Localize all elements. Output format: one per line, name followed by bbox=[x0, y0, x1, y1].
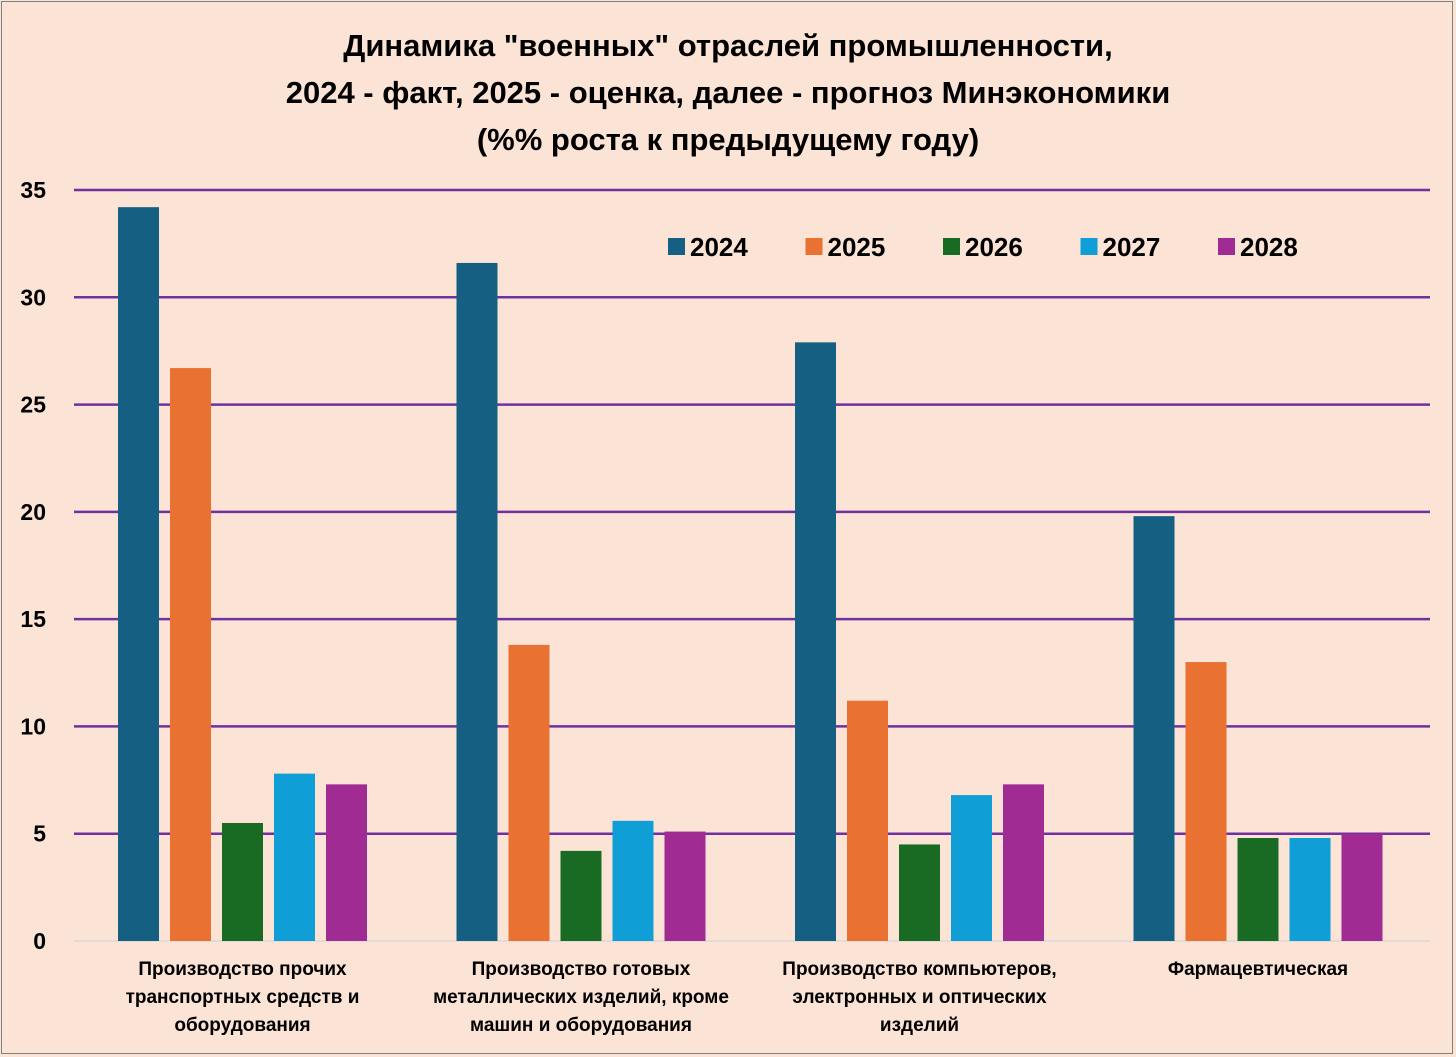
bar-2028-cat-3 bbox=[1003, 784, 1044, 941]
y-tick-label: 30 bbox=[20, 284, 46, 310]
bar-2026-cat-1 bbox=[222, 822, 263, 941]
legend-swatch-2027 bbox=[1080, 238, 1098, 255]
category-label-line: электронных и оптических bbox=[792, 987, 1047, 1008]
bar-2025-cat-1 bbox=[170, 368, 211, 941]
y-tick-label: 0 bbox=[33, 928, 46, 954]
bar-2024-cat-2 bbox=[456, 262, 498, 941]
category-label-4: Фармацевтическая bbox=[1088, 956, 1428, 984]
bars-layer bbox=[118, 207, 1383, 941]
bar-2028-cat-4 bbox=[1341, 833, 1383, 941]
category-label-line: Производство компьютеров, bbox=[782, 959, 1057, 980]
y-tick-label: 5 bbox=[33, 821, 46, 847]
category-label-line: Производство прочих bbox=[138, 959, 347, 980]
bar-2024-cat-4 bbox=[1133, 516, 1175, 941]
chart-title: Динамика "военных" отраслей промышленнос… bbox=[0, 22, 1456, 163]
category-label-3: Производство компьютеров, электронных и о… bbox=[750, 956, 1090, 1040]
bar-2025-cat-4 bbox=[1185, 662, 1227, 941]
category-label-line: машин и оборудования bbox=[470, 1015, 692, 1036]
legend-swatch-2024 bbox=[668, 238, 685, 255]
legend-label-2024: 2024 bbox=[690, 232, 748, 262]
bar-2026-cat-2 bbox=[560, 850, 602, 941]
category-label-line: Фармацевтическая bbox=[1167, 959, 1349, 980]
bar-2027-cat-1 bbox=[274, 773, 315, 941]
legend-label-2026: 2026 bbox=[965, 232, 1023, 262]
category-label-line: Производство готовых bbox=[471, 959, 691, 980]
bar-2025-cat-3 bbox=[847, 700, 888, 941]
bar-2028-cat-2 bbox=[664, 831, 706, 941]
bar-2027-cat-2 bbox=[612, 820, 654, 941]
category-label-1: Производство прочих транспортных средств … bbox=[73, 956, 413, 1040]
bar-2024-cat-1 bbox=[118, 207, 159, 941]
y-tick-label: 10 bbox=[20, 713, 46, 739]
y-tick-label: 20 bbox=[20, 499, 46, 525]
bar-2026-cat-3 bbox=[899, 844, 940, 941]
legend-label-2027: 2027 bbox=[1103, 232, 1161, 262]
category-label-line: металлических изделий, кроме bbox=[433, 987, 729, 1008]
bar-2027-cat-3 bbox=[951, 795, 992, 941]
chart-title-line-1: Динамика "военных" отраслей промышленнос… bbox=[343, 28, 1113, 63]
y-tick-label: 15 bbox=[20, 606, 46, 632]
chart-title-line-3: (%% роста к предыдущему году) bbox=[476, 122, 980, 157]
bar-2027-cat-4 bbox=[1289, 838, 1331, 941]
bar-2028-cat-1 bbox=[326, 784, 367, 941]
y-tick-label: 35 bbox=[20, 177, 46, 203]
legend: 2024 2025 2026 2027 2028 bbox=[668, 232, 1298, 262]
legend-swatch-2028 bbox=[1218, 238, 1235, 255]
y-tick-label: 25 bbox=[20, 392, 46, 418]
chart-title-line-2: 2024 - факт, 2025 - оценка, далее - прог… bbox=[285, 75, 1171, 110]
legend-swatch-2026 bbox=[943, 238, 960, 255]
bar-2025-cat-2 bbox=[508, 644, 550, 941]
bar-2026-cat-4 bbox=[1237, 838, 1279, 941]
legend-swatch-2025 bbox=[805, 238, 823, 255]
category-label-line: изделий bbox=[879, 1015, 960, 1036]
category-label-line: транспортных средств и bbox=[125, 987, 360, 1008]
category-label-2: Производство готовых металлических издели… bbox=[411, 956, 751, 1040]
legend-label-2028: 2028 bbox=[1240, 232, 1298, 262]
category-label-line: оборудования bbox=[174, 1015, 311, 1036]
legend-label-2025: 2025 bbox=[828, 232, 886, 262]
bar-2024-cat-3 bbox=[795, 342, 836, 941]
